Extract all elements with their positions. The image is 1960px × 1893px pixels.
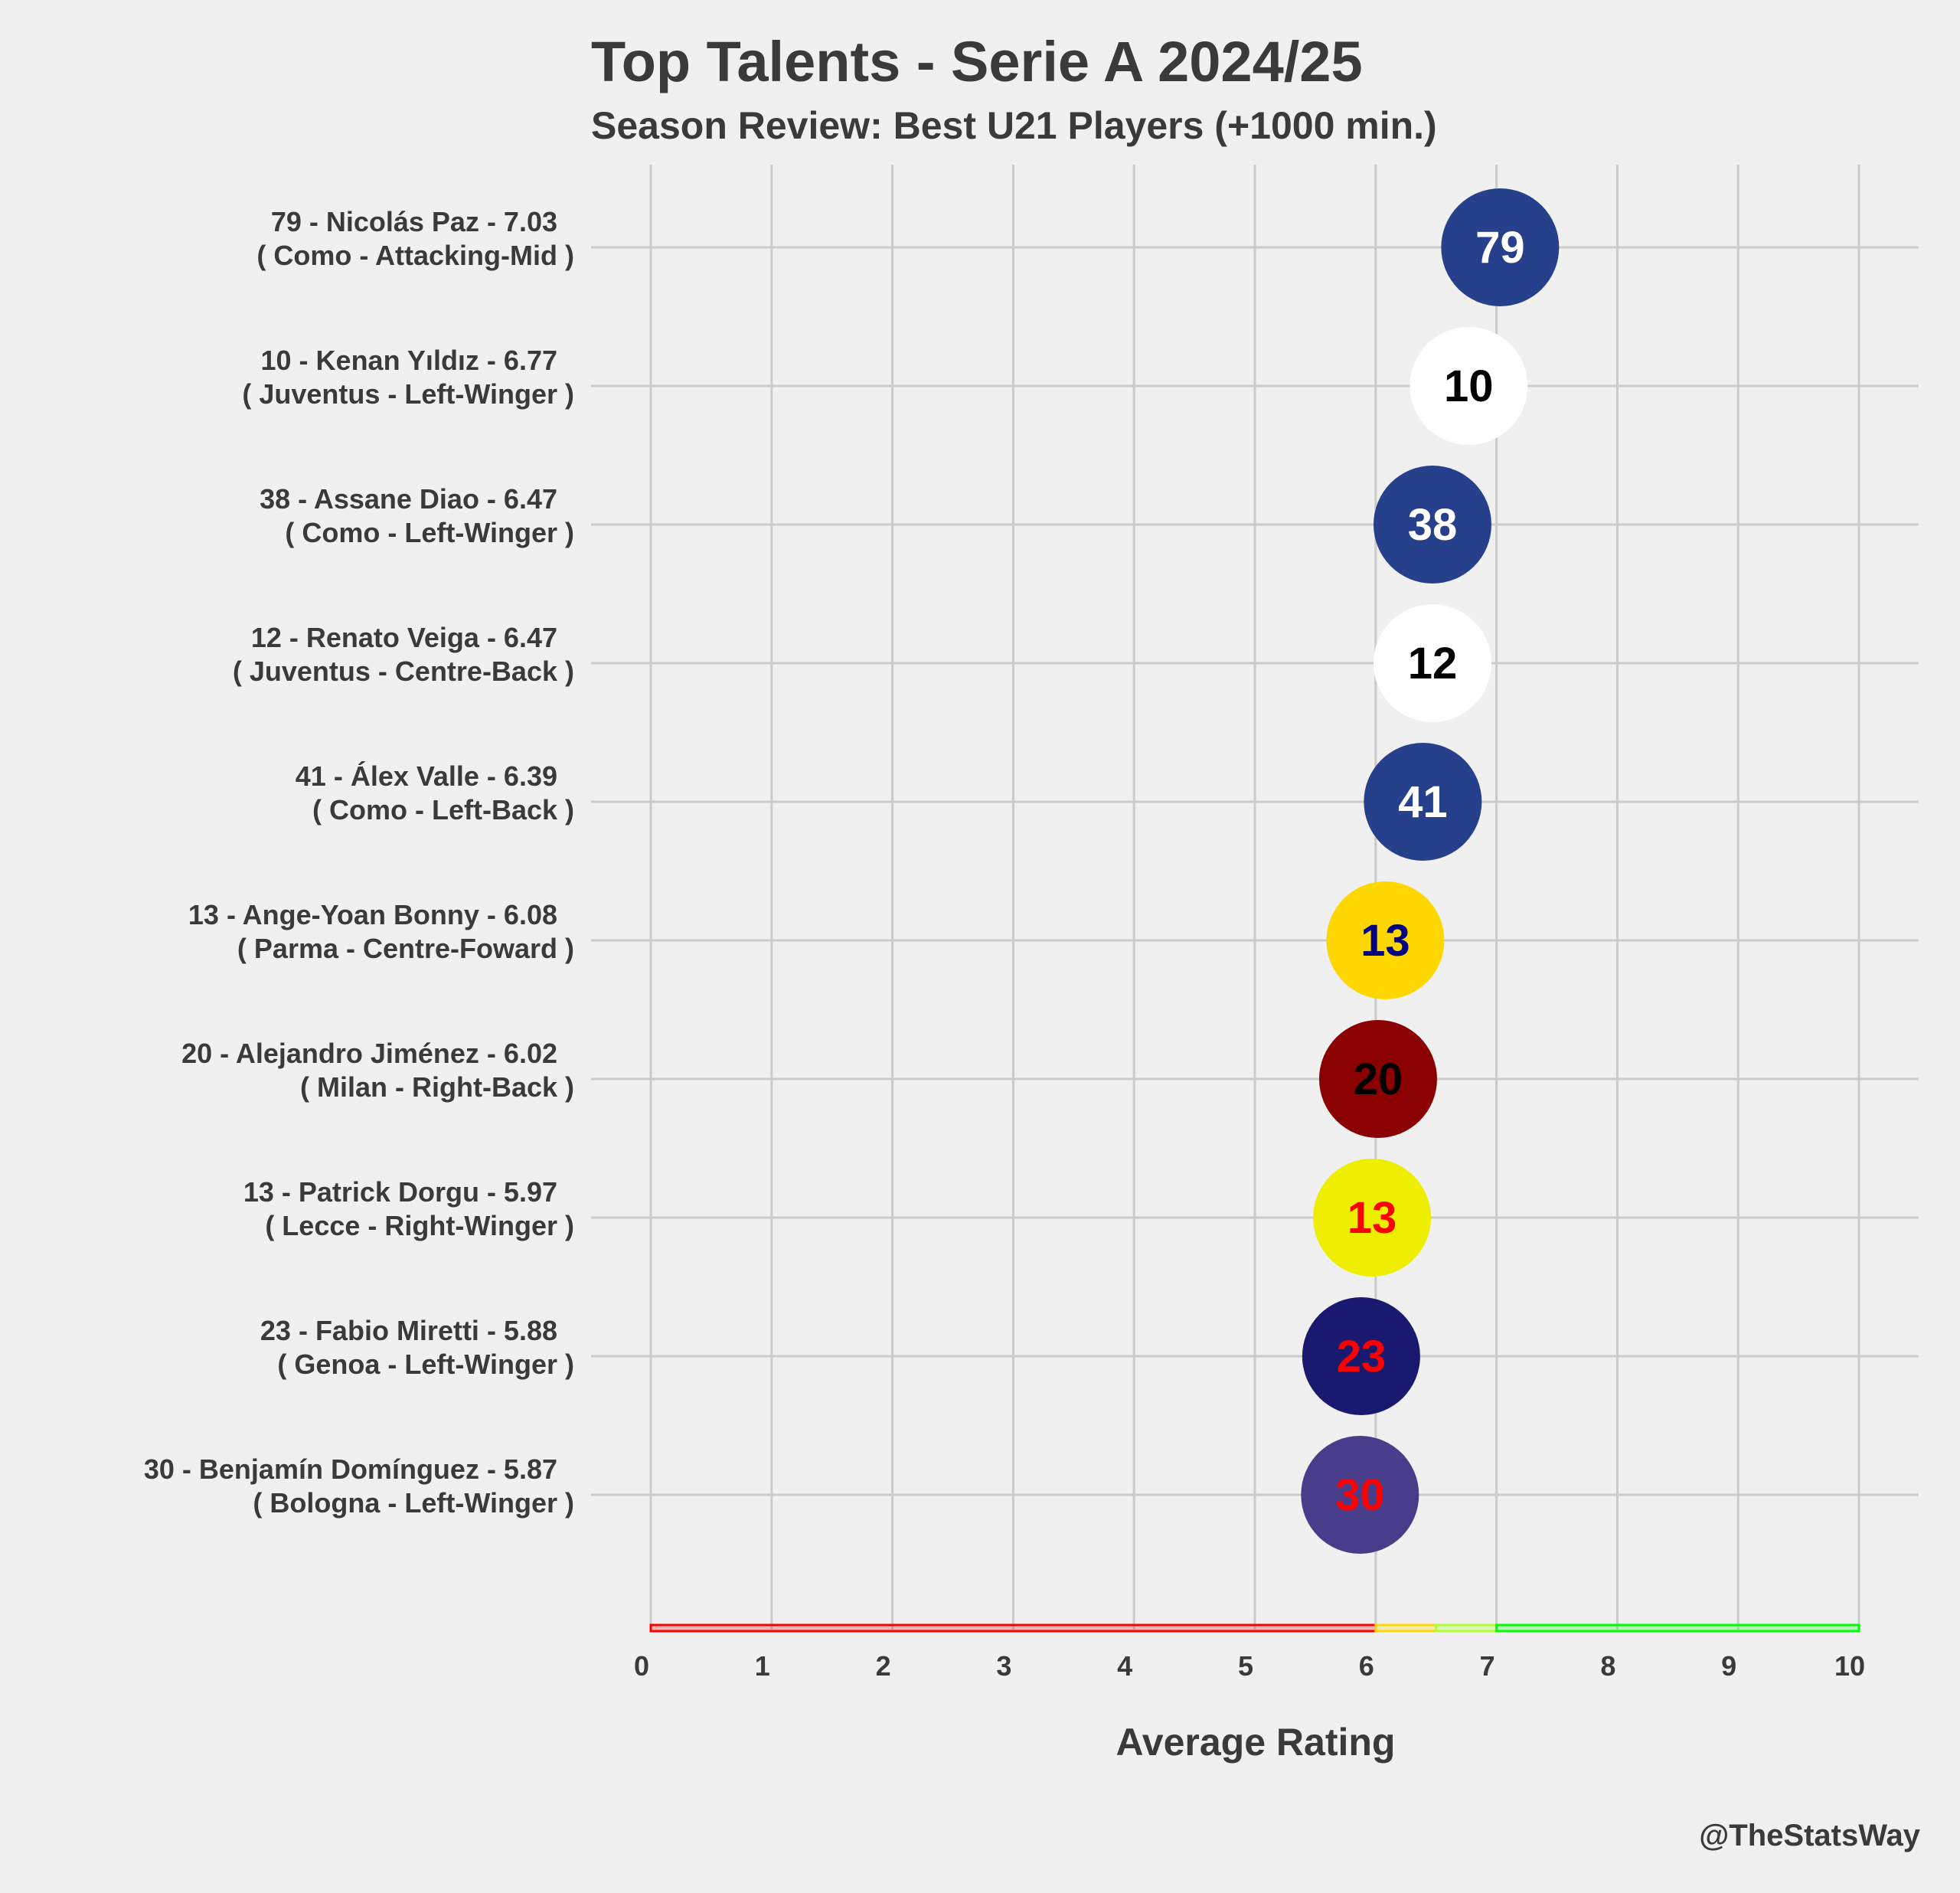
player-point: 13 bbox=[1313, 1159, 1432, 1277]
player-label: 79 - Nicolás Paz - 7.03( Como - Attackin… bbox=[256, 206, 574, 271]
player-club-position: ( Parma - Centre-Foward ) bbox=[237, 933, 574, 964]
player-name-rating: 30 - Benjamín Domínguez - 5.87 bbox=[144, 1453, 557, 1485]
player-number-label: 13 bbox=[1348, 1193, 1397, 1243]
player-name-rating: 10 - Kenan Yıldız - 6.77 bbox=[261, 345, 557, 376]
player-number-label: 12 bbox=[1408, 639, 1458, 688]
player-club-position: ( Juventus - Left-Winger ) bbox=[242, 378, 574, 410]
player-name-rating: 13 - Ange-Yoan Bonny - 6.08 bbox=[188, 899, 557, 930]
player-label: 13 - Patrick Dorgu - 5.97( Lecce - Right… bbox=[243, 1176, 574, 1241]
player-marker bbox=[1301, 1436, 1419, 1554]
rating-band bbox=[1374, 1623, 1438, 1633]
player-name-rating: 20 - Alejandro Jiménez - 6.02 bbox=[181, 1038, 557, 1069]
player-number-label: 20 bbox=[1354, 1054, 1403, 1104]
chart-title: Top Talents - Serie A 2024/25 bbox=[591, 30, 1363, 93]
player-marker bbox=[1326, 881, 1445, 999]
player-marker bbox=[1373, 604, 1491, 722]
player-label: 10 - Kenan Yıldız - 6.77( Juventus - Lef… bbox=[242, 345, 574, 410]
player-point: 20 bbox=[1318, 1020, 1437, 1138]
player-label: 30 - Benjamín Domínguez - 5.87( Bologna … bbox=[144, 1453, 574, 1519]
player-marker bbox=[1313, 1159, 1432, 1277]
x-tick-label: 0 bbox=[634, 1650, 649, 1682]
x-axis-label: Average Rating bbox=[1116, 1721, 1396, 1764]
x-tick-label: 7 bbox=[1480, 1650, 1495, 1682]
player-name-rating: 12 - Renato Veiga - 6.47 bbox=[251, 622, 557, 653]
player-point: 12 bbox=[1373, 604, 1491, 722]
player-label: 23 - Fabio Miretti - 5.88( Genoa - Left-… bbox=[260, 1315, 574, 1380]
player-point: 13 bbox=[1326, 881, 1445, 999]
player-marker bbox=[1302, 1297, 1420, 1415]
player-marker bbox=[1364, 743, 1482, 861]
player-marker bbox=[1410, 327, 1528, 445]
credit-handle: @TheStatsWay bbox=[1699, 1819, 1920, 1852]
player-number-label: 41 bbox=[1398, 777, 1448, 827]
x-tick-label: 5 bbox=[1238, 1650, 1253, 1682]
player-club-position: ( Lecce - Right-Winger ) bbox=[265, 1210, 574, 1241]
player-marker bbox=[1318, 1020, 1437, 1138]
player-number-label: 10 bbox=[1444, 361, 1494, 411]
player-number-label: 38 bbox=[1408, 500, 1458, 550]
player-name-rating: 79 - Nicolás Paz - 7.03 bbox=[271, 206, 557, 237]
player-point: 79 bbox=[1441, 188, 1560, 306]
player-label: 38 - Assane Diao - 6.47( Como - Left-Win… bbox=[260, 483, 574, 548]
player-marker bbox=[1441, 188, 1560, 306]
player-name-rating: 41 - Álex Valle - 6.39 bbox=[296, 760, 557, 792]
x-tick-label: 8 bbox=[1600, 1650, 1615, 1682]
rating-band bbox=[649, 1623, 1377, 1633]
player-club-position: ( Milan - Right-Back ) bbox=[300, 1071, 574, 1103]
player-label: 20 - Alejandro Jiménez - 6.02( Milan - R… bbox=[181, 1038, 574, 1103]
player-label: 41 - Álex Valle - 6.39( Como - Left-Back… bbox=[296, 760, 574, 826]
player-point: 41 bbox=[1364, 743, 1482, 861]
player-point: 10 bbox=[1410, 327, 1528, 445]
chart-subtitle: Season Review: Best U21 Players (+1000 m… bbox=[591, 104, 1437, 147]
player-number-label: 23 bbox=[1337, 1332, 1387, 1381]
player-club-position: ( Como - Left-Winger ) bbox=[285, 517, 574, 548]
x-tick-label: 6 bbox=[1359, 1650, 1374, 1682]
rating-band bbox=[1495, 1623, 1860, 1633]
player-club-position: ( Como - Attacking-Mid ) bbox=[256, 240, 574, 271]
x-tick-label: 1 bbox=[755, 1650, 770, 1682]
player-name-rating: 38 - Assane Diao - 6.47 bbox=[260, 483, 557, 515]
player-name-rating: 13 - Patrick Dorgu - 5.97 bbox=[243, 1176, 557, 1208]
x-tick-label: 3 bbox=[996, 1650, 1011, 1682]
x-tick-label: 4 bbox=[1117, 1650, 1132, 1682]
player-club-position: ( Bologna - Left-Winger ) bbox=[253, 1487, 574, 1519]
player-club-position: ( Juventus - Centre-Back ) bbox=[233, 656, 574, 687]
rating-band bbox=[1435, 1623, 1498, 1633]
player-label: 13 - Ange-Yoan Bonny - 6.08( Parma - Cen… bbox=[188, 899, 574, 964]
player-point: 30 bbox=[1301, 1436, 1419, 1554]
player-number-label: 79 bbox=[1475, 223, 1525, 273]
player-club-position: ( Como - Left-Back ) bbox=[312, 794, 574, 826]
x-tick-label: 10 bbox=[1834, 1650, 1865, 1682]
player-club-position: ( Genoa - Left-Winger ) bbox=[277, 1349, 574, 1380]
player-number-label: 13 bbox=[1361, 916, 1410, 966]
player-number-label: 30 bbox=[1335, 1470, 1385, 1520]
player-point: 38 bbox=[1373, 466, 1491, 584]
x-tick-label: 9 bbox=[1721, 1650, 1736, 1682]
player-point: 23 bbox=[1302, 1297, 1420, 1415]
player-label: 12 - Renato Veiga - 6.47( Juventus - Cen… bbox=[233, 622, 574, 687]
player-name-rating: 23 - Fabio Miretti - 5.88 bbox=[260, 1315, 557, 1346]
player-marker bbox=[1373, 466, 1491, 584]
x-tick-label: 2 bbox=[876, 1650, 891, 1682]
